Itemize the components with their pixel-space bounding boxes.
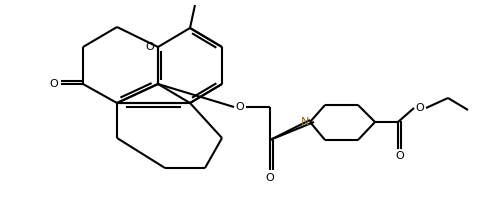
Text: O: O <box>415 103 424 113</box>
Text: O: O <box>236 102 245 112</box>
Text: N: N <box>301 117 309 127</box>
Text: O: O <box>50 79 58 89</box>
Text: O: O <box>146 42 154 52</box>
Text: O: O <box>266 173 274 183</box>
Text: O: O <box>396 151 405 161</box>
